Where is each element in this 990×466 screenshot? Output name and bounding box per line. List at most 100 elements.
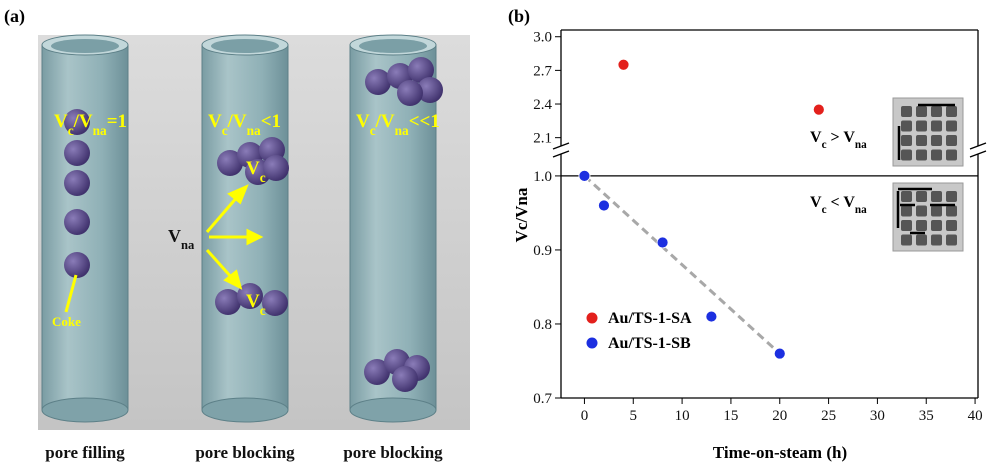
x-tick-label: 35 bbox=[919, 408, 934, 424]
annotation: Vc < Vna bbox=[810, 194, 867, 216]
inset-cell bbox=[931, 120, 942, 132]
x-tick-label: 15 bbox=[723, 408, 738, 424]
panel-label: (a) bbox=[4, 6, 25, 27]
annotation-part: < V bbox=[827, 194, 856, 211]
inset-cell bbox=[931, 191, 942, 202]
inset-cell bbox=[916, 234, 927, 246]
inset-cell bbox=[916, 106, 927, 117]
inset-cell bbox=[916, 220, 927, 231]
inset-cell bbox=[946, 120, 957, 132]
sphere bbox=[365, 69, 391, 95]
inset-cell bbox=[946, 149, 957, 161]
sphere bbox=[408, 57, 434, 83]
y-tick-label: 1.0 bbox=[533, 169, 552, 185]
sphere bbox=[263, 155, 289, 181]
x-tick-label: 10 bbox=[675, 408, 690, 424]
x-tick-label: 0 bbox=[581, 408, 589, 424]
sphere bbox=[64, 170, 90, 196]
tube-label: Vc/Vna=1 bbox=[54, 111, 127, 138]
axis-break bbox=[969, 150, 987, 158]
annotation-part: V bbox=[810, 129, 822, 146]
sphere bbox=[215, 289, 241, 315]
inset-cell bbox=[931, 234, 942, 246]
y-tick-label: 2.7 bbox=[533, 63, 552, 79]
point bbox=[656, 236, 669, 249]
coke-spheres bbox=[64, 57, 443, 392]
sphere bbox=[392, 366, 418, 392]
point bbox=[598, 199, 610, 212]
y-axis-label: Vc/Vna bbox=[512, 187, 531, 242]
inset-cell bbox=[916, 149, 927, 161]
inset-cell bbox=[931, 106, 942, 117]
panel-a: (a) Vc/Vna=1 Vc/Vna<1 Vc/Vna<<1 Vc Vc Vn… bbox=[4, 6, 470, 462]
annotation-part: na bbox=[855, 204, 867, 216]
x-tick-label: 40 bbox=[968, 408, 983, 424]
inset-cell bbox=[946, 135, 957, 146]
inset-cell bbox=[901, 191, 912, 202]
inset-cell bbox=[901, 149, 912, 161]
inset-cell bbox=[901, 120, 912, 132]
x-axis-label: Time-on-steam (h) bbox=[713, 443, 847, 462]
annotation-part: c bbox=[822, 204, 827, 216]
inset-cell bbox=[931, 220, 942, 231]
fit-line bbox=[583, 174, 781, 355]
sphere bbox=[64, 252, 90, 278]
panel-b: (b) Time-on-steam (h) Vc/Vna 0.7 0.8 0.9 1.… bbox=[508, 6, 987, 462]
x-tick-label: 30 bbox=[870, 408, 885, 424]
coke-label: Coke bbox=[52, 314, 81, 329]
inset-cell bbox=[931, 149, 942, 161]
legend-marker bbox=[586, 337, 598, 349]
inset-cell bbox=[946, 234, 957, 246]
inset-cell bbox=[901, 106, 912, 117]
inset-cell bbox=[901, 220, 912, 231]
sphere bbox=[237, 283, 263, 309]
caption: pore filling bbox=[45, 443, 125, 462]
y-tick-label: 2.1 bbox=[533, 131, 552, 147]
inset-cell bbox=[916, 205, 927, 217]
tube-label: Vc/Vna<1 bbox=[208, 111, 281, 138]
inset-cell bbox=[946, 106, 957, 117]
y-tick-label: 0.8 bbox=[533, 317, 552, 333]
point bbox=[705, 310, 718, 323]
arrows bbox=[64, 184, 264, 313]
point bbox=[812, 103, 825, 116]
annotation-part: c bbox=[822, 139, 827, 151]
inset-cell bbox=[901, 205, 912, 217]
sphere bbox=[397, 80, 423, 106]
vc-label: Vc bbox=[246, 158, 266, 185]
sphere bbox=[64, 109, 90, 135]
y-tick-label: 3.0 bbox=[533, 30, 552, 46]
x-tick-label: 25 bbox=[821, 408, 836, 424]
inset-cell bbox=[916, 191, 927, 202]
legend-marker bbox=[586, 312, 598, 324]
legend-label: Au/TS-1-SA bbox=[608, 310, 692, 327]
sphere bbox=[364, 359, 390, 385]
annotation: Vc > Vna bbox=[810, 129, 867, 151]
axis-break bbox=[552, 142, 570, 150]
point bbox=[773, 347, 786, 360]
point bbox=[578, 170, 591, 182]
inset-cell bbox=[916, 120, 927, 132]
annotation-part: > V bbox=[827, 129, 856, 146]
inset-cell bbox=[931, 135, 942, 146]
inset-cell bbox=[946, 191, 957, 202]
inset-cell bbox=[916, 135, 927, 146]
legend-label: Au/TS-1-SB bbox=[608, 335, 691, 352]
inset-cell bbox=[946, 205, 957, 217]
inset-cell bbox=[901, 234, 912, 246]
tube-label: Vc/Vna<<1 bbox=[356, 111, 440, 138]
sphere bbox=[64, 140, 90, 166]
axis-break bbox=[969, 142, 987, 150]
inset-cell bbox=[901, 135, 912, 146]
vna-label: Vna bbox=[168, 226, 195, 252]
sphere bbox=[262, 290, 288, 316]
caption: pore blocking bbox=[195, 443, 295, 462]
x-tick-label: 5 bbox=[630, 408, 638, 424]
tube bbox=[201, 34, 289, 423]
caption: pore blocking bbox=[343, 443, 443, 462]
sphere bbox=[64, 209, 90, 235]
vc-label: Vc bbox=[246, 291, 266, 318]
inset-cell bbox=[931, 205, 942, 217]
point bbox=[617, 58, 630, 71]
